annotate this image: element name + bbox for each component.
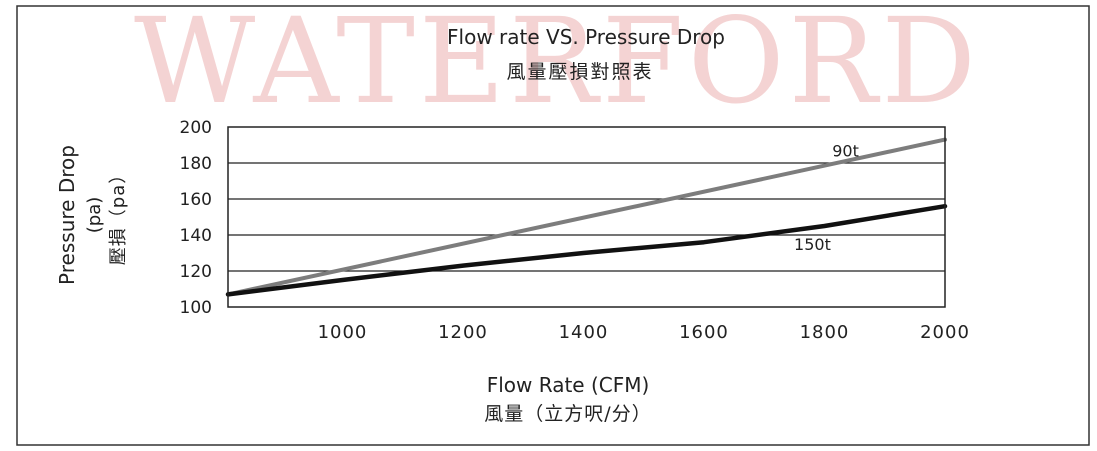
- series-layer: [225, 137, 948, 297]
- series-label-150t: 150t: [794, 235, 831, 254]
- y-tick-label: 200: [180, 118, 212, 138]
- x-tick-label: 1200: [438, 322, 488, 343]
- y-tick-label: 180: [180, 154, 212, 174]
- x-axis-label: Flow Rate (CFM): [487, 373, 650, 397]
- x-tick-label: 1800: [800, 322, 850, 343]
- y-tick-label: 160: [180, 190, 212, 210]
- y-axis-label-cn: 壓損（pa）: [108, 165, 129, 265]
- series-line-150t: [225, 203, 948, 297]
- y-tick-label: 100: [180, 298, 212, 318]
- y-axis-label: Pressure Drop: [55, 145, 79, 285]
- y-tick-label: 140: [180, 226, 212, 246]
- tick-layer: 100 120 140 160 180 200 1000 1200 1400 1600 1800 20…: [180, 118, 970, 343]
- x-axis-label-cn: 風量（立方呎/分）: [484, 403, 651, 425]
- outer-frame: [16, 5, 1090, 446]
- x-tick-label: 1000: [318, 322, 368, 343]
- chart-title: Flow rate VS. Pressure Drop: [447, 25, 725, 49]
- grid-layer: [228, 162, 945, 272]
- series-label-layer: 90t 150t: [794, 141, 859, 254]
- x-tick-label: 2000: [920, 322, 970, 343]
- x-tick-label: 1600: [679, 322, 729, 343]
- series-line-90t: [226, 137, 947, 297]
- plot-frame: [227, 126, 946, 308]
- y-axis-label-unit: (pa): [84, 197, 105, 234]
- y-tick-label: 120: [180, 262, 212, 282]
- watermark: WATERFORD: [134, 0, 980, 130]
- chart-subtitle: 風量壓損對照表: [506, 61, 653, 83]
- series-label-90t: 90t: [832, 141, 859, 160]
- x-tick-label: 1400: [559, 322, 609, 343]
